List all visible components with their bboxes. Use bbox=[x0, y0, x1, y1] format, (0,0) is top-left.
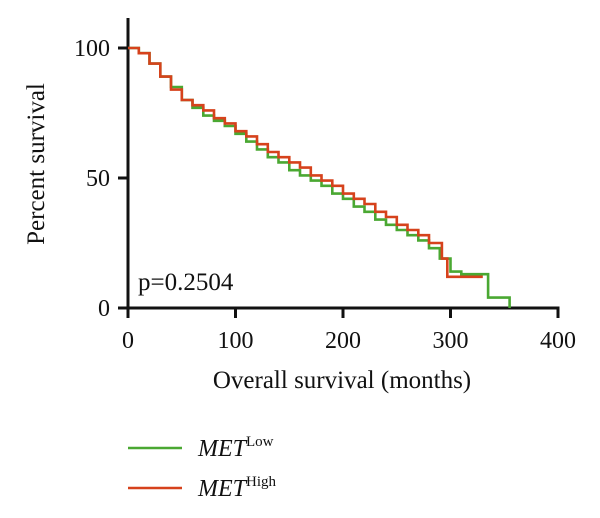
series-layer bbox=[128, 46, 511, 308]
legend-label-sup: High bbox=[246, 474, 277, 490]
legend-item-low: METLow bbox=[128, 434, 274, 462]
y-tick-label: 100 bbox=[74, 36, 110, 62]
legend-label: METHigh bbox=[197, 474, 277, 502]
x-ticks: 0 100 200 300 400 bbox=[122, 308, 576, 354]
y-ticks: 0 50 100 bbox=[74, 36, 128, 322]
x-axis-title: Overall survival (months) bbox=[213, 367, 471, 394]
legend-label: METLow bbox=[197, 434, 274, 462]
legend-label-main: MET bbox=[197, 476, 248, 502]
x-tick-label: 400 bbox=[540, 328, 576, 354]
x-tick-label: 100 bbox=[218, 328, 254, 354]
x-tick-label: 300 bbox=[433, 328, 469, 354]
x-tick-label: 200 bbox=[325, 328, 361, 354]
y-axis-title: Percent survival bbox=[23, 83, 50, 245]
y-tick-label: 50 bbox=[86, 166, 110, 192]
series-line-high bbox=[128, 46, 483, 279]
p-value-annotation: p=0.2504 bbox=[138, 269, 234, 296]
legend-item-high: METHigh bbox=[128, 474, 277, 502]
axes: 0 100 200 300 400 0 50 100 bbox=[74, 18, 576, 354]
y-tick-label: 0 bbox=[98, 296, 110, 322]
legend-label-sup: Low bbox=[246, 434, 274, 450]
legend-label-main: MET bbox=[197, 436, 248, 462]
x-tick-label: 0 bbox=[122, 328, 134, 354]
